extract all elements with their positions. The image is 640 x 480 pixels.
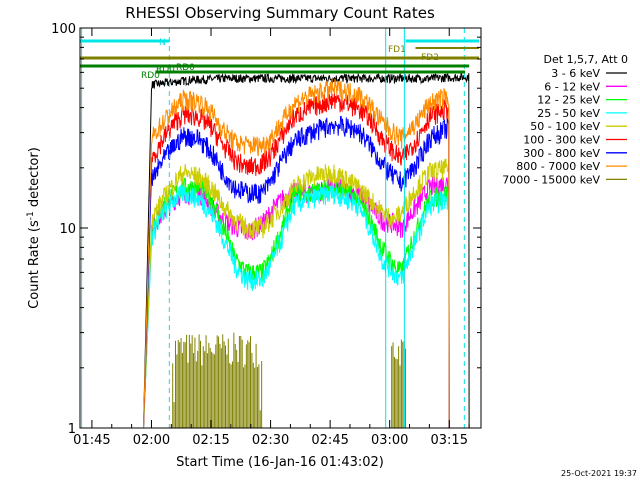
x-tick-label: 02:00 (133, 433, 170, 448)
legend-label: 12 - 25 keV (537, 94, 600, 107)
state-label: FD1 (388, 45, 406, 55)
x-axis-label: Start Time (16-Jan-16 01:43:02) (176, 455, 384, 470)
state-label: RD0 (176, 63, 195, 73)
legend-title: Det 1,5,7, Att 0 (544, 53, 628, 66)
x-tick-label: 02:15 (192, 433, 229, 448)
x-tick-label: 02:45 (311, 433, 348, 448)
legend-label: 25 - 50 keV (537, 107, 600, 120)
y-axis-label: Count Rate (s-1 detector) (26, 147, 42, 309)
state-label: RD0 (156, 65, 175, 75)
series-line-4 (143, 158, 450, 429)
y-axis: 1 10 100 (51, 22, 481, 437)
legend-label: 100 - 300 keV (523, 134, 600, 147)
chart-title: RHESSI Observing Summary Count Rates (125, 4, 435, 22)
series-line-0 (143, 71, 470, 429)
state-label: N (159, 38, 166, 48)
series-line-5 (143, 93, 450, 429)
x-axis: 01:45 02:00 02:15 02:30 02:45 03:00 03:15 (73, 28, 470, 448)
legend-label: 6 - 12 keV (544, 80, 600, 93)
legend-label: 50 - 100 keV (530, 120, 600, 133)
y-tick-label: 1 (68, 422, 76, 437)
x-tick-label: 01:45 (73, 433, 110, 448)
legend-label: 7000 - 15000 keV (502, 173, 600, 186)
y-tick-label: 10 (59, 222, 76, 237)
series-line-7 (143, 78, 450, 429)
x-tick-label: 03:00 (371, 433, 408, 448)
timestamp: 25-Oct-2021 19:37 (561, 469, 637, 478)
x-tick-label: 02:30 (252, 433, 289, 448)
x-tick-label: 03:15 (431, 433, 468, 448)
legend-label: 800 - 7000 keV (516, 160, 600, 173)
series-line-3 (143, 184, 450, 429)
legend-label: 3 - 6 keV (551, 67, 600, 80)
legend-label: 300 - 800 keV (523, 147, 600, 160)
series-line-6 (143, 115, 450, 429)
state-label: RD0 (141, 71, 160, 81)
y-tick-label: 100 (51, 22, 76, 37)
state-label: FD2 (421, 53, 439, 63)
